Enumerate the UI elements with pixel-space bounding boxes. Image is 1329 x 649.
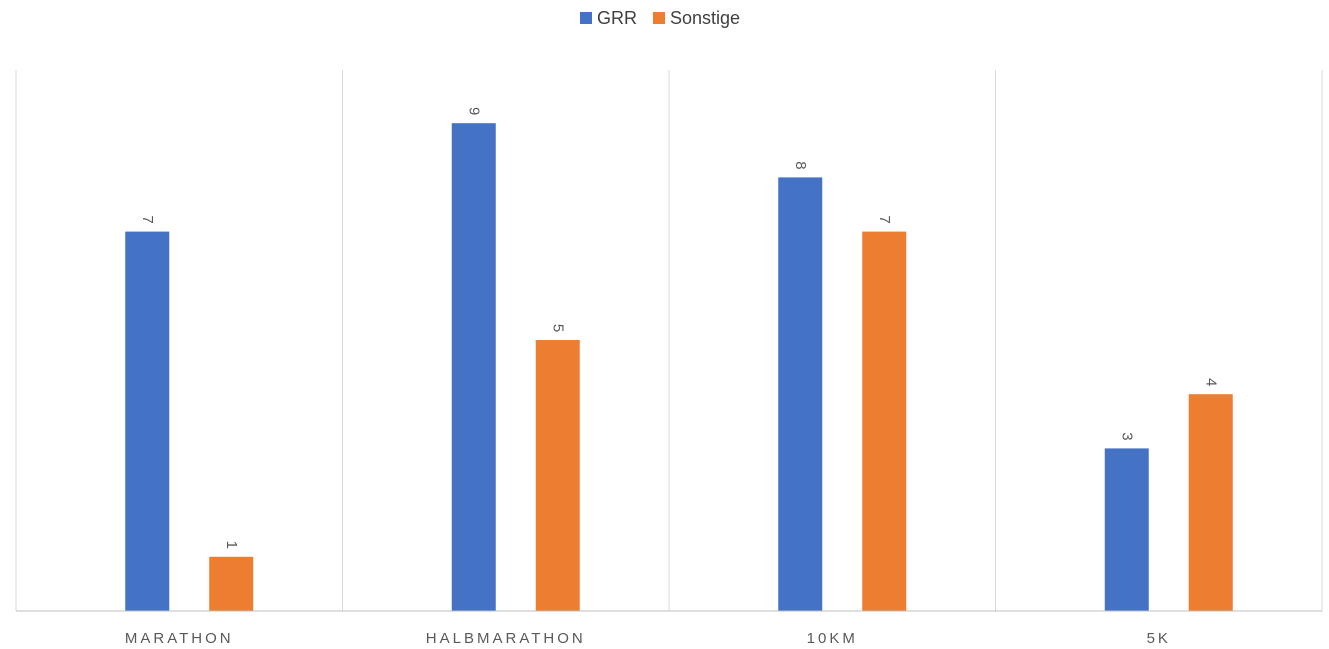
data-label: 5 — [549, 324, 566, 332]
legend-swatch-sonstige — [653, 12, 665, 24]
data-label: 9 — [465, 107, 482, 115]
bar-sonstige-5k — [1188, 394, 1233, 611]
data-label: 8 — [792, 161, 809, 169]
category-label: 10KM — [807, 630, 858, 647]
bar-sonstige-halbmarathon — [535, 340, 580, 611]
data-label: 3 — [1118, 432, 1135, 440]
data-label: 4 — [1202, 378, 1219, 386]
category-label: HALBMARATHON — [426, 630, 586, 647]
bar-grr-5k — [1104, 448, 1149, 611]
legend-label-sonstige: Sonstige — [670, 8, 740, 28]
bar-grr-10km — [778, 177, 823, 611]
legend: GRR Sonstige — [580, 8, 740, 28]
bar-sonstige-marathon — [209, 556, 254, 611]
category-labels: MARATHON HALBMARATHON 10KM 5K — [125, 630, 1171, 647]
bar-sonstige-10km — [862, 231, 907, 611]
category-label: 5K — [1147, 630, 1171, 647]
category-label: MARATHON — [125, 630, 234, 647]
category-gridlines — [15, 70, 1323, 611]
data-label: 7 — [876, 215, 893, 223]
legend-swatch-grr — [580, 12, 592, 24]
bar-grr-halbmarathon — [451, 123, 496, 611]
data-label: 1 — [223, 541, 240, 549]
legend-label-grr: GRR — [597, 8, 637, 28]
bar-grr-marathon — [125, 231, 170, 611]
data-label: 7 — [139, 215, 156, 223]
data-labels: 7 9 8 3 1 5 7 4 — [139, 107, 1220, 549]
bars — [125, 123, 1233, 611]
